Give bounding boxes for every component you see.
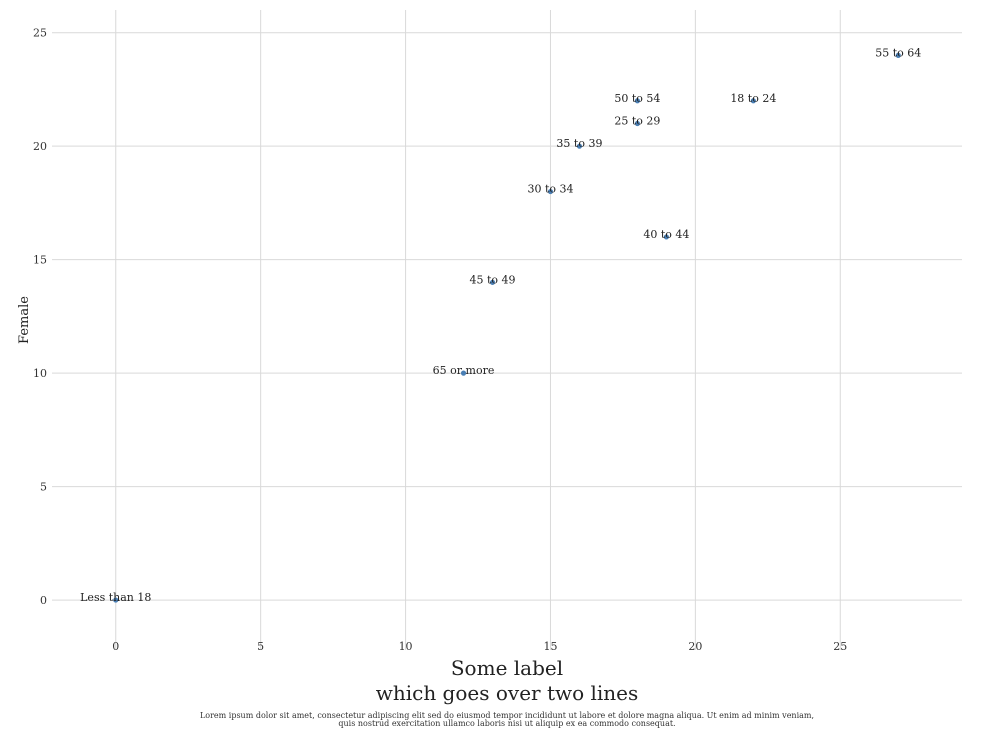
point-label: 45 to 49 [469,273,515,286]
y-tick-label: 20 [33,140,47,153]
point-labels: Less than 18 18 to 24 25 to 29 30 to 34 35 t… [80,46,921,604]
x-tick-labels: 0 5 10 15 20 25 [112,640,847,653]
caption-line-2: quis nostrud exercitation ullamco labori… [338,719,675,728]
x-tick-label: 20 [688,640,702,653]
point-label: 40 to 44 [643,228,689,241]
x-tick-label: 0 [112,640,119,653]
point-label: 35 to 39 [556,137,602,150]
data-points [113,52,901,603]
y-tick-label: 15 [33,254,47,267]
point-label: 50 to 54 [614,92,660,105]
point-label: 55 to 64 [875,46,921,59]
point-label: 18 to 24 [730,92,776,105]
point-label: 25 to 29 [614,114,660,127]
data-point [547,188,554,195]
x-axis-label-line-2: which goes over two lines [376,681,639,705]
data-point [663,234,669,240]
data-point [895,52,901,58]
y-tick-label: 5 [40,481,47,494]
y-tick-label: 25 [33,27,47,40]
y-tick-labels: 0 5 10 15 20 25 [33,27,47,607]
data-point [634,98,641,104]
x-tick-label: 10 [399,640,413,653]
y-gridlines [52,32,962,601]
point-label: 65 or more [433,364,495,377]
y-axis-label: Female [17,296,32,344]
x-tick-label: 15 [543,640,557,653]
y-tick-label: 0 [40,594,47,607]
data-point [634,120,641,127]
x-axis-label-line-1: Some label [451,656,563,680]
data-point [489,279,496,285]
y-tick-label: 10 [33,367,47,380]
data-point [460,370,467,376]
x-gridlines [115,10,841,650]
point-label: Less than 18 [80,591,151,604]
data-point [750,98,756,104]
data-point [113,597,119,603]
data-point [576,143,583,149]
point-label: 30 to 34 [527,183,573,196]
caption-line-1: Lorem ipsum dolor sit amet, consectetur … [200,711,814,720]
x-tick-label: 25 [833,640,847,653]
x-tick-label: 5 [257,640,264,653]
